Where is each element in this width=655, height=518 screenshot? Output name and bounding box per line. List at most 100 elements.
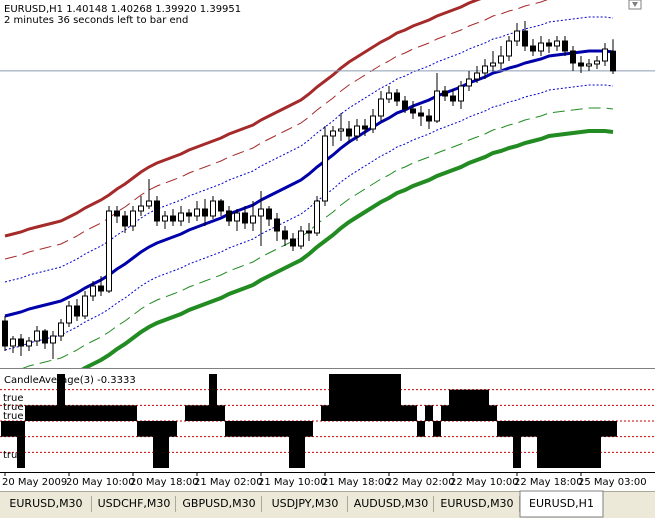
indicator-bar bbox=[409, 405, 417, 421]
candle-body bbox=[138, 205, 144, 212]
indicator-bar bbox=[529, 421, 537, 437]
candle-body bbox=[258, 208, 264, 217]
candle-body bbox=[514, 30, 520, 42]
indicator-bar bbox=[353, 373, 361, 421]
indicator-bar bbox=[137, 421, 145, 437]
candle-body bbox=[466, 78, 472, 87]
candle-body bbox=[538, 42, 544, 52]
tab[interactable]: USDJPY,M30 bbox=[272, 496, 348, 512]
indicator-bar bbox=[329, 373, 337, 421]
band-line bbox=[81, 129, 614, 368]
indicator-bar bbox=[89, 405, 97, 421]
indicator-bar bbox=[385, 373, 393, 421]
candle-body bbox=[378, 98, 384, 117]
candle-body bbox=[130, 210, 136, 227]
candle-body bbox=[34, 330, 40, 342]
indicator-bar bbox=[577, 421, 585, 469]
indicator-bar bbox=[345, 373, 353, 421]
tab[interactable]: EURUSD,M30 bbox=[9, 496, 92, 512]
candle-body bbox=[162, 215, 168, 222]
candle-body bbox=[50, 335, 56, 344]
candle-body bbox=[602, 48, 608, 62]
candle-body bbox=[98, 285, 104, 292]
candle-body bbox=[482, 65, 488, 74]
indicator-bar bbox=[377, 373, 385, 421]
candle-body bbox=[338, 128, 344, 132]
candle-body bbox=[218, 200, 224, 212]
candle-body bbox=[578, 62, 584, 67]
x-tick-label: 21 May 02:00 bbox=[194, 477, 263, 488]
x-tick-label: 22 May 10:00 bbox=[450, 477, 519, 488]
indicator-bar bbox=[297, 421, 305, 469]
tab[interactable]: USDCHF,M30 bbox=[98, 496, 176, 512]
indicator-bar bbox=[457, 389, 465, 421]
indicator-bar bbox=[41, 405, 49, 421]
x-tick-label: 20 May 2009 bbox=[2, 477, 67, 488]
candle-body bbox=[306, 230, 312, 234]
indicator-bar bbox=[25, 405, 33, 421]
indicator-bar bbox=[537, 421, 545, 469]
indicator-bar bbox=[281, 421, 289, 437]
indicator-label: true bbox=[3, 393, 24, 404]
x-tick-label: 20 May 10:00 bbox=[66, 477, 135, 488]
indicator-bar bbox=[129, 405, 137, 421]
candle-body bbox=[506, 40, 512, 57]
indicator-bar bbox=[65, 405, 73, 421]
indicator-bar bbox=[9, 421, 17, 437]
candle-body bbox=[450, 95, 456, 102]
tab-active-bg bbox=[519, 490, 604, 518]
candle-body bbox=[122, 215, 128, 227]
indicator-bar bbox=[225, 421, 233, 437]
candle-body bbox=[226, 210, 232, 222]
candle-body bbox=[386, 92, 392, 100]
tab-label: USDJPY,M30 bbox=[272, 497, 339, 510]
indicator-bar bbox=[241, 421, 249, 437]
tab-label: GBPUSD,M30 bbox=[182, 497, 255, 510]
x-tick-label: 20 May 18:00 bbox=[130, 477, 199, 488]
x-tick-label: 21 May 10:00 bbox=[258, 477, 327, 488]
labels: EURUSD,H1 1.40148 1.40268 1.39920 1.3995… bbox=[3, 4, 241, 461]
tab[interactable]: GBPUSD,M30 bbox=[182, 496, 262, 512]
x-tick-label: 21 May 18:00 bbox=[322, 477, 391, 488]
tab-label: EURUSD,M30 bbox=[440, 497, 513, 510]
indicator-bar bbox=[553, 421, 561, 469]
candle-body bbox=[442, 90, 448, 97]
candle-body bbox=[178, 212, 184, 222]
candle-body bbox=[234, 212, 240, 222]
indicator-bar bbox=[489, 405, 497, 421]
indicator-bar bbox=[585, 421, 593, 469]
candle-body bbox=[346, 128, 352, 137]
indicator-bar bbox=[465, 389, 473, 421]
indicator-bar bbox=[521, 421, 529, 437]
chart-subtitle: 2 minutes 36 seconds left to bar end bbox=[4, 15, 188, 26]
indicator-panel bbox=[0, 373, 655, 469]
indicator-bar bbox=[233, 421, 241, 437]
candle-body bbox=[362, 125, 368, 130]
candle-body bbox=[210, 200, 216, 217]
candle-body bbox=[266, 208, 272, 220]
candle-body bbox=[474, 72, 480, 80]
tab[interactable]: AUDUSD,M30 bbox=[354, 496, 434, 512]
candle-body bbox=[322, 135, 328, 202]
tab[interactable]: EURUSD,M30 bbox=[440, 496, 520, 512]
main-panel bbox=[0, 0, 655, 368]
tab-label: EURUSD,M30 bbox=[9, 497, 82, 510]
indicator-bar bbox=[153, 421, 161, 469]
candle-body bbox=[298, 230, 304, 247]
tab[interactable]: EURUSD,H1 bbox=[519, 490, 604, 518]
indicator-bar bbox=[289, 421, 297, 469]
candle-body bbox=[154, 200, 160, 222]
indicator-bar bbox=[217, 405, 225, 421]
indicator-bar bbox=[473, 389, 481, 421]
candle-body bbox=[522, 30, 528, 47]
band-line bbox=[22, 107, 614, 368]
candle-body bbox=[570, 50, 576, 64]
indicator-bar bbox=[273, 421, 281, 437]
x-tick-label: 22 May 02:00 bbox=[386, 477, 455, 488]
candle-body bbox=[66, 305, 72, 324]
indicator-bar bbox=[57, 373, 65, 421]
indicator-bar bbox=[185, 405, 193, 421]
x-tick-label: 22 May 18:00 bbox=[514, 477, 583, 488]
